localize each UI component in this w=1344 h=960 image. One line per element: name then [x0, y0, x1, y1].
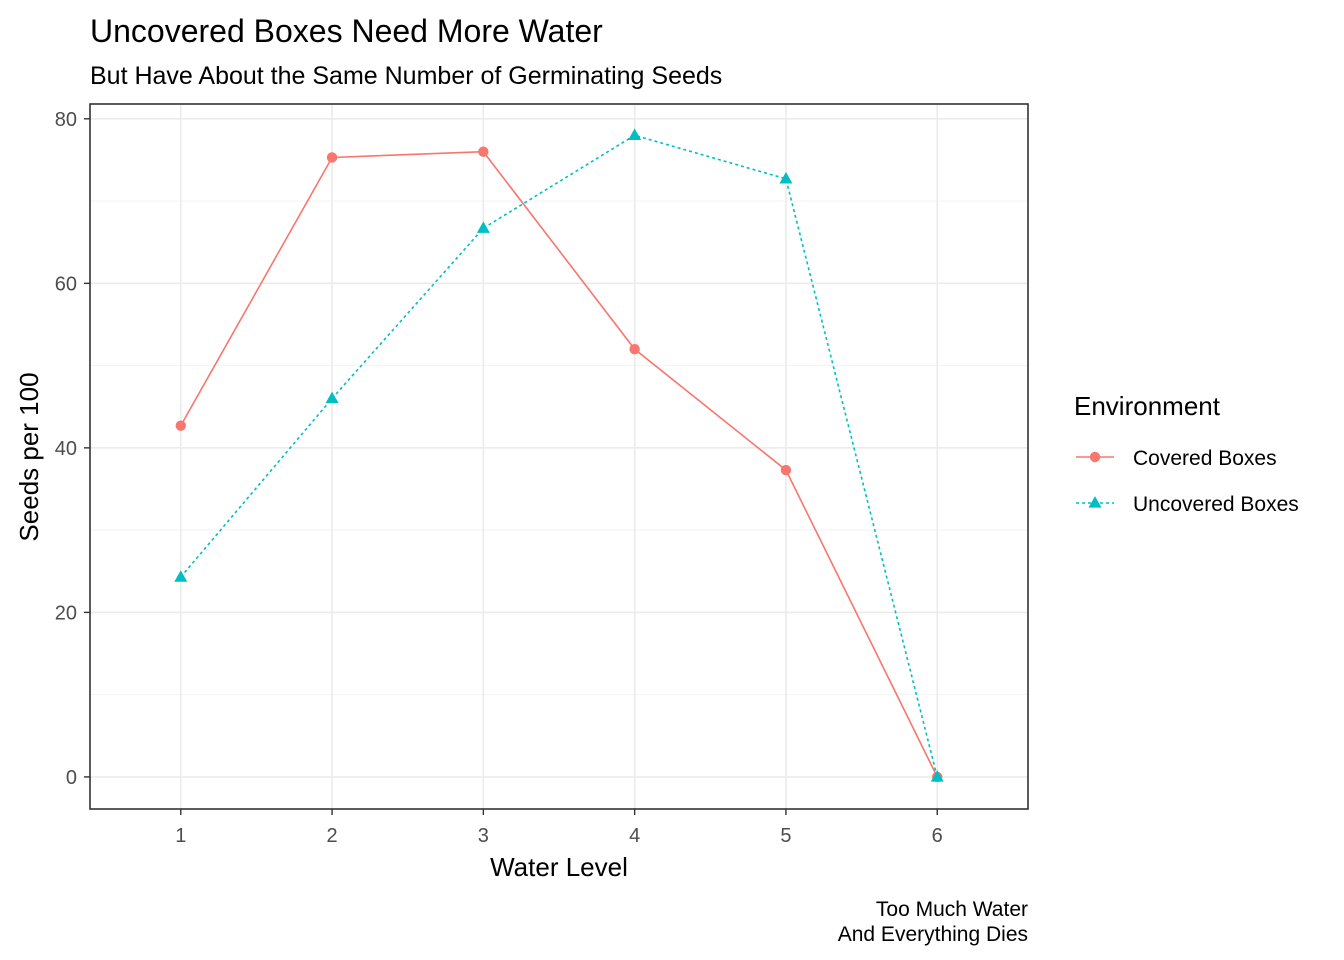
legend: Environment Covered Boxes Uncovered Boxes — [1074, 391, 1299, 516]
minor-gridlines — [90, 200, 1028, 696]
series-line-uncovered-boxes — [180, 134, 939, 778]
y-tick-label: 80 — [55, 109, 77, 131]
series-line-covered-boxes — [180, 150, 938, 778]
y-tick-label: 60 — [55, 273, 77, 295]
y-axis-title: Seeds per 100 — [14, 372, 44, 541]
data-point-uncovered-boxes — [930, 770, 944, 782]
legend-label-uncovered-boxes: Uncovered Boxes — [1133, 493, 1299, 516]
data-point-covered-boxes — [478, 146, 489, 157]
x-axis-title: Water Level — [490, 852, 628, 882]
y-tick-label: 0 — [66, 767, 77, 789]
x-tick-label: 2 — [327, 825, 338, 847]
legend-key-marker-covered-boxes — [1089, 451, 1101, 463]
data-point-uncovered-boxes — [325, 391, 339, 404]
plot-panel-border — [89, 103, 1029, 810]
legend-key-marker-uncovered-boxes — [1088, 496, 1102, 508]
data-point-uncovered-boxes — [628, 128, 642, 140]
data-point-uncovered-boxes — [174, 570, 188, 582]
x-tick-label: 3 — [478, 825, 489, 847]
caption-line-1: Too Much Water — [876, 898, 1028, 921]
caption-line-2: And Everything Dies — [838, 923, 1028, 946]
chart-subtitle: But Have About the Same Number of Germin… — [90, 62, 722, 90]
major-gridlines — [90, 104, 1028, 809]
data-point-covered-boxes — [780, 464, 792, 476]
x-tick-label: 6 — [932, 825, 943, 847]
x-tick-label: 5 — [780, 825, 791, 847]
legend-label-covered-boxes: Covered Boxes — [1133, 447, 1277, 470]
data-point-covered-boxes — [326, 152, 338, 163]
legend-items: Covered Boxes Uncovered Boxes — [1076, 447, 1299, 516]
data-point-covered-boxes — [175, 420, 186, 431]
y-tick-label: 20 — [55, 602, 77, 624]
data-point-uncovered-boxes — [476, 221, 490, 233]
data-point-covered-boxes — [629, 343, 640, 355]
y-axis: 0 20 40 60 80 — [55, 109, 90, 789]
legend-title: Environment — [1074, 391, 1221, 421]
x-axis: 1 2 3 4 5 6 — [175, 809, 943, 847]
y-tick-label: 40 — [55, 438, 77, 460]
data-point-uncovered-boxes — [779, 172, 793, 184]
x-tick-label: 1 — [175, 825, 186, 847]
x-tick-label: 4 — [629, 825, 640, 847]
data-series — [174, 128, 944, 783]
chart-title: Uncovered Boxes Need More Water — [90, 13, 603, 49]
